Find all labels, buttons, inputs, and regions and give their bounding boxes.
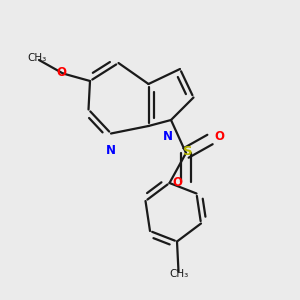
Text: CH₃: CH₃ [169, 269, 188, 279]
Text: O: O [172, 176, 182, 190]
Text: O: O [56, 65, 67, 79]
Text: CH₃: CH₃ [28, 53, 47, 64]
Text: N: N [106, 143, 116, 157]
Text: O: O [214, 130, 224, 143]
Text: S: S [183, 145, 192, 158]
Text: N: N [163, 130, 173, 143]
